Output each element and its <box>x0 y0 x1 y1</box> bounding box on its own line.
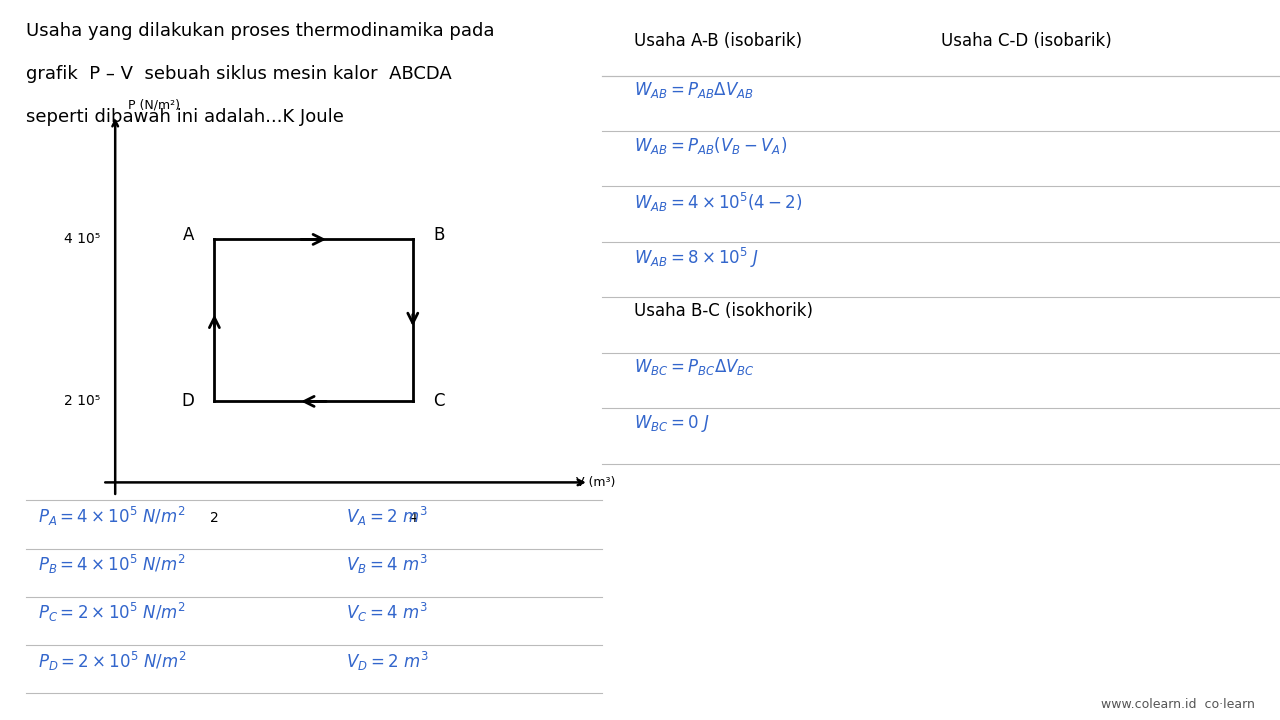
Text: $V_C = 4\ m^3$: $V_C = 4\ m^3$ <box>346 601 428 624</box>
Text: $W_{AB} = 8\times10^5\ J$: $W_{AB} = 8\times10^5\ J$ <box>634 246 759 270</box>
Text: $P_B = 4\times10^5\ N/m^2$: $P_B = 4\times10^5\ N/m^2$ <box>38 553 186 576</box>
Text: D: D <box>180 392 195 410</box>
Text: www.colearn.id  co·learn: www.colearn.id co·learn <box>1101 698 1254 711</box>
Text: 2 10⁵: 2 10⁵ <box>64 395 100 408</box>
Text: $P_A = 4\times10^5\ N/m^2$: $P_A = 4\times10^5\ N/m^2$ <box>38 505 186 528</box>
Text: $W_{BC} = 0\ J$: $W_{BC} = 0\ J$ <box>634 413 709 433</box>
Text: $P_D = 2\times10^5\ N/m^2$: $P_D = 2\times10^5\ N/m^2$ <box>38 649 187 672</box>
Text: 2: 2 <box>210 511 219 525</box>
Text: $V_B = 4\ m^3$: $V_B = 4\ m^3$ <box>346 553 428 576</box>
Text: $W_{BC} = P_{BC}\Delta V_{BC}$: $W_{BC} = P_{BC}\Delta V_{BC}$ <box>634 357 754 377</box>
Text: Usaha A-B (isobarik): Usaha A-B (isobarik) <box>634 32 801 50</box>
Text: $V_A = 2\ m^3$: $V_A = 2\ m^3$ <box>346 505 428 528</box>
Text: B: B <box>433 226 444 244</box>
Text: V (m³): V (m³) <box>576 476 614 489</box>
Text: Usaha yang dilakukan proses thermodinamika pada: Usaha yang dilakukan proses thermodinami… <box>26 22 494 40</box>
Text: $W_{AB} = P_{AB}\Delta V_{AB}$: $W_{AB} = P_{AB}\Delta V_{AB}$ <box>634 80 754 100</box>
Text: Usaha C-D (isobarik): Usaha C-D (isobarik) <box>941 32 1111 50</box>
Text: C: C <box>433 392 444 410</box>
Text: $W_{AB} = 4\times10^5(4 - 2)$: $W_{AB} = 4\times10^5(4 - 2)$ <box>634 191 803 214</box>
Text: 4: 4 <box>408 511 417 525</box>
Text: seperti dibawah ini adalah...K Joule: seperti dibawah ini adalah...K Joule <box>26 108 343 126</box>
Text: $V_D = 2\ m^3$: $V_D = 2\ m^3$ <box>346 649 429 672</box>
Text: $W_{AB} = P_{AB}(V_B - V_A)$: $W_{AB} = P_{AB}(V_B - V_A)$ <box>634 135 787 156</box>
Text: Usaha B-C (isokhorik): Usaha B-C (isokhorik) <box>634 302 813 320</box>
Text: 4 10⁵: 4 10⁵ <box>64 233 100 246</box>
Text: A: A <box>183 226 195 244</box>
Text: P (N/m²): P (N/m²) <box>128 99 180 112</box>
Text: grafik  P – V  sebuah siklus mesin kalor  ABCDA: grafik P – V sebuah siklus mesin kalor A… <box>26 65 452 83</box>
Text: $P_C = 2\times10^5\ N/m^2$: $P_C = 2\times10^5\ N/m^2$ <box>38 601 187 624</box>
